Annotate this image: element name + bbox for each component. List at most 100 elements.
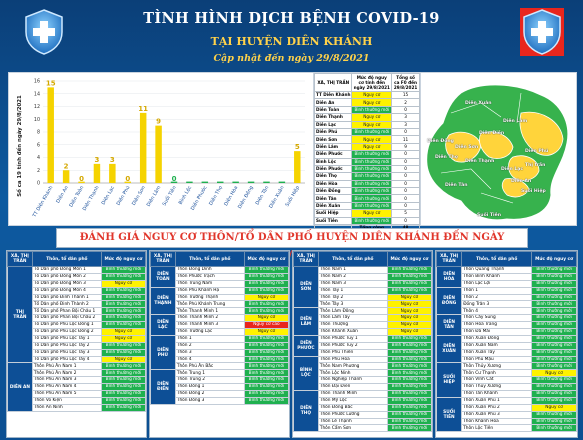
- commune-name: Diên Thạnh: [313, 113, 353, 122]
- summary-row: Diên Sơn Nguy cơ 11: [313, 135, 420, 144]
- village-name: Thôn Khánh Xuân: [317, 328, 388, 336]
- village-name: Thôn Phú Ân Nam 3: [31, 376, 102, 385]
- village-name: Thôn Xuân Phú 2: [461, 403, 533, 412]
- map-commune-label: Diên Tân: [445, 183, 468, 188]
- risk-level: Nguy cơ: [243, 328, 289, 336]
- risk-level: Bình thường mới: [351, 216, 393, 226]
- risk-level: Bình thường mới: [531, 266, 577, 274]
- map-commune-label: Diên Điền: [479, 131, 505, 136]
- risk-level: Bình thường mới: [100, 286, 146, 295]
- village-name: Thôn Phú Ân Nam 5: [31, 390, 102, 398]
- village-name: Thôn Đông Bắc: [317, 403, 388, 412]
- x-tick-label: Diên Lạc: [100, 184, 117, 206]
- village-name: Thôn Khánh Hòa: [461, 417, 533, 426]
- case-count: 0: [391, 201, 420, 211]
- column-header: Thôn, tổ dân phố: [317, 251, 388, 267]
- x-tick-label: Diên Lâm: [145, 184, 163, 208]
- bar: [139, 112, 147, 183]
- data-label: 15: [46, 79, 56, 87]
- village-name: Thôn Phú Ân Bắc: [174, 362, 245, 371]
- commune-group-label: DIÊN XUÂN: [436, 334, 463, 364]
- risk-level: Nguy cơ: [351, 90, 393, 100]
- village-name: Thôn Nam 2: [317, 272, 388, 281]
- risk-level: Nguy cơ: [100, 334, 146, 343]
- risk-level: Bình thường mới: [351, 179, 393, 189]
- case-count: 11: [391, 135, 420, 144]
- commune-group-label: DIÊN PHƯỚC: [293, 334, 319, 357]
- risk-level: Nguy cơ: [351, 113, 393, 122]
- map-commune-label: Diên Đồng: [427, 139, 454, 144]
- commune-group-label: DIÊN THẠNH: [150, 286, 176, 316]
- risk-level: Bình thường mới: [243, 383, 289, 392]
- commune-name: Diên Xuân: [313, 201, 353, 211]
- village-row: DIÊN HÒA Thôn Quang Thạnh Bình thường mới: [436, 266, 577, 288]
- risk-level: Bình thường mới: [531, 300, 577, 309]
- risk-level: Bình thường mới: [100, 390, 146, 398]
- village-name: Thôn 2: [461, 293, 533, 302]
- commune-name: Diên An: [313, 98, 353, 107]
- map-commune-label: Diên Lâm: [503, 119, 528, 124]
- summary-row: Diên Thọ Bình thường mới 0: [313, 172, 420, 181]
- summary-row: Diên Lạc Nguy cơ 3: [313, 120, 420, 129]
- village-name: Thôn Quang Thạnh: [461, 266, 533, 274]
- risk-level: Bình thường mới: [243, 272, 289, 281]
- bar: [201, 181, 209, 183]
- commune-group-label: DIÊN LÂM: [293, 307, 319, 336]
- risk-level: Bình thường mới: [386, 383, 432, 392]
- risk-level: Nguy cơ: [386, 321, 432, 330]
- village-name: Thôn Lộc Tiên: [461, 424, 533, 433]
- summary-row: Diên An Nguy cơ 2: [313, 98, 420, 107]
- village-name: Thôn Thanh Minh: [317, 390, 388, 398]
- commune-group-label: DIÊN THỌ: [293, 390, 319, 433]
- summary-header: Tổng số ca F0 đến 29/8/2021: [391, 73, 420, 92]
- village-row: SUỐI HIỆP Thôn Thủy Xương Bình thường mới: [436, 362, 577, 398]
- village-name: Thôn Phước Tuy 1: [317, 334, 388, 343]
- case-count: 0: [391, 194, 420, 203]
- village-name: Tổ Dân phố Phú Lộc Đông 1: [31, 321, 102, 330]
- village-name: Thôn 1: [174, 334, 245, 343]
- risk-level: Nguy cơ: [386, 300, 432, 309]
- risk-level: Nguy cơ: [100, 328, 146, 336]
- risk-level: Bình thường mới: [386, 376, 432, 385]
- bar: [294, 151, 301, 183]
- risk-level: Bình thường mới: [100, 396, 146, 405]
- case-count: 9: [391, 142, 420, 152]
- risk-level: Bình thường mới: [386, 286, 432, 295]
- risk-banner: ĐÁNH GIÁ NGUY CƠ THÔN/TỔ DÂN PHỐ HUYỆN D…: [56, 228, 528, 261]
- data-label: 11: [138, 105, 148, 113]
- village-name: Thôn Phú Khánh Trung: [174, 300, 245, 309]
- village-row: DIÊN AN Thôn Phú Ân Nam 1 Bình thường mới: [7, 362, 146, 412]
- summary-row: Bình Lộc Bình thường mới 0: [313, 157, 420, 166]
- commune-name: Bình Lộc: [313, 157, 353, 166]
- risk-level: Nguy cơ: [386, 314, 432, 323]
- summary-row: Diên Phước Bình thường mới 0: [313, 150, 420, 159]
- risk-level: Bình thường mới: [386, 355, 432, 364]
- village-name: Thôn Phú Ân Nam 2: [31, 369, 102, 378]
- summary-row: Diên Đồng Bình thường mới 0: [313, 187, 420, 196]
- commune-group-label: DIÊN PHÚ: [150, 334, 176, 371]
- commune-name: Diên Hòa: [313, 179, 353, 189]
- commune-name: Suối Tiên: [313, 216, 353, 226]
- risk-level: Bình thường mới: [386, 403, 432, 412]
- bar: [78, 181, 85, 183]
- column-header: XÃ, THỊ TRẤN: [7, 251, 33, 267]
- risk-level: Bình thường mới: [351, 201, 393, 211]
- risk-level: Nguy cơ: [531, 403, 577, 412]
- risk-level: Bình thường mới: [531, 314, 577, 323]
- village-name: Tổ Dân phố Phú Lộc Tây 2: [31, 341, 102, 350]
- risk-level: Nguy cơ: [243, 293, 289, 302]
- commune-group-label: BÌNH LỘC: [293, 355, 319, 392]
- updated-date: Cập nhật đến ngày 29/8/2021: [213, 53, 370, 64]
- risk-level: Bình thường mới: [100, 376, 146, 385]
- risk-level: Bình thường mới: [386, 396, 432, 405]
- village-name: Thôn Nam Phương: [317, 362, 388, 371]
- risk-level: Nguy cơ: [386, 293, 432, 302]
- village-name: Thôn Lạc Lợi: [461, 279, 533, 288]
- village-name: Thôn Đông 3: [174, 396, 245, 405]
- bar: [170, 181, 178, 183]
- risk-level: Bình thường mới: [386, 417, 432, 426]
- village-name: Thôn Tây 3: [317, 300, 388, 309]
- column-header: Thôn, tổ dân phố: [31, 251, 102, 267]
- risk-level: Bình thường mới: [531, 321, 577, 330]
- village-name: Tổ Dân phố Đông Môn 2: [31, 272, 102, 281]
